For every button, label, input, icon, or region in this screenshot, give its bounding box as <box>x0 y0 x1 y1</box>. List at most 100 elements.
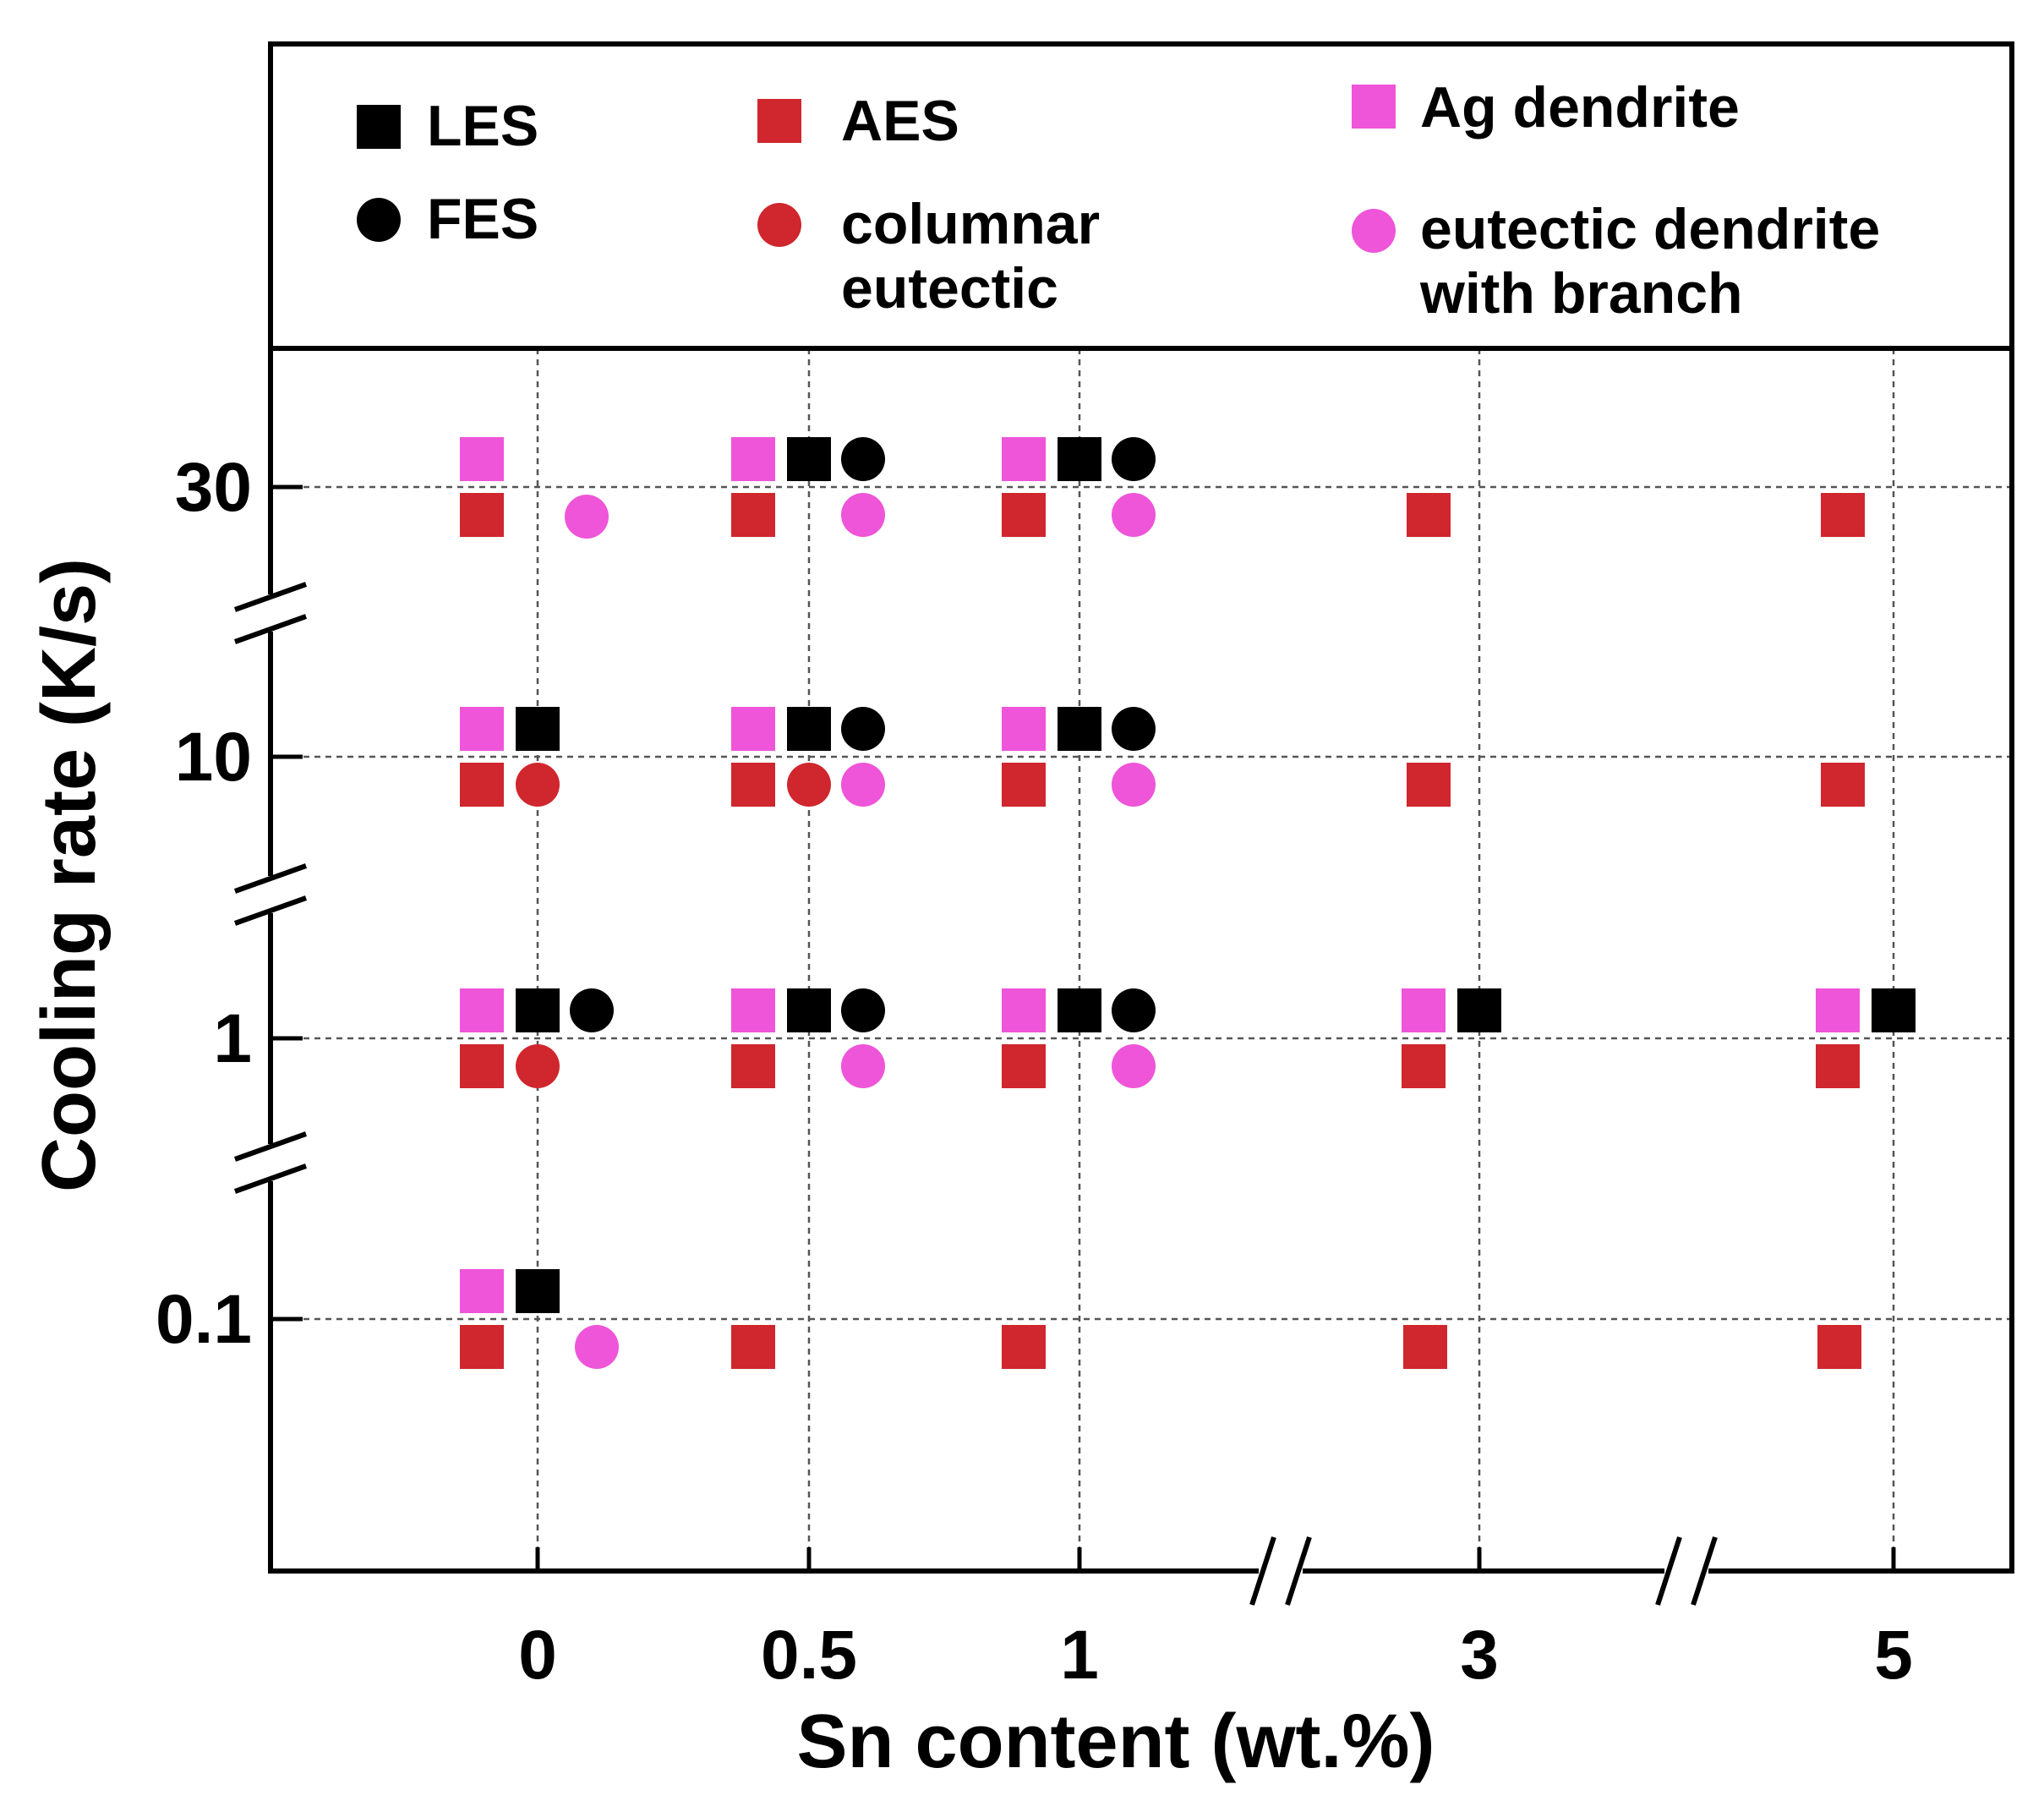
legend-marker-aes <box>757 99 801 143</box>
x-tick-label-0: 0 <box>518 1617 557 1694</box>
legend-marker-fes <box>357 198 401 242</box>
x-axis-break-2 <box>1655 1536 1718 1606</box>
marker-aes-sn-0-5-rate-10 <box>731 763 775 807</box>
marker-fes-sn-0-5-rate-1 <box>841 988 885 1032</box>
legend-label-les-1: LES <box>427 94 538 158</box>
legend-entry-les: LES <box>357 94 538 158</box>
marker-ag-dendrite-sn-3-rate-1 <box>1402 988 1446 1032</box>
cell-sn-0-rate-10 <box>460 707 560 807</box>
y-tick-label-10: 10 <box>175 719 252 796</box>
marker-aes-sn-3-rate-10 <box>1407 763 1451 807</box>
marker-ag-dendrite-sn-0-rate-10 <box>460 707 504 751</box>
cell-sn-0-5-rate-10 <box>731 707 885 807</box>
marker-aes-sn-5-rate-30 <box>1821 493 1865 537</box>
y-axis-title: Cooling rate (K/s) <box>27 558 112 1192</box>
marker-eutectic-dendrite-with-branch-sn-0-rate-0-1 <box>575 1325 619 1369</box>
cell-sn-1-rate-30 <box>1002 437 1156 537</box>
cell-sn-3-rate-0-1 <box>1403 1325 1447 1369</box>
marker-aes-sn-1-rate-1 <box>1002 1044 1046 1088</box>
marker-fes-sn-1-rate-30 <box>1112 437 1156 481</box>
axis-labels: Sn content (wt.%) Cooling rate (K/s) 0 0.… <box>27 449 1913 1784</box>
legend-label-columnar-eutectic-1: columnar <box>841 192 1100 256</box>
x-axis-break-1 <box>1249 1536 1312 1606</box>
legend-marker-les <box>357 105 401 149</box>
legend-label-eutectic-dendrite-with-branch-2: with branch <box>1419 261 1743 326</box>
marker-columnar-eutectic-sn-0-5-rate-10 <box>787 763 831 807</box>
x-axis-title: Sn content (wt.%) <box>797 1700 1435 1784</box>
marker-les-sn-0-rate-1 <box>516 988 560 1032</box>
marker-eutectic-dendrite-with-branch-sn-0-rate-30 <box>565 495 609 539</box>
marker-fes-sn-0-5-rate-10 <box>841 707 885 751</box>
marker-eutectic-dendrite-with-branch-sn-1-rate-1 <box>1112 1044 1156 1088</box>
marker-aes-sn-0-5-rate-0-1 <box>731 1325 775 1369</box>
grid-layer <box>271 348 2012 1571</box>
marker-fes-sn-1-rate-10 <box>1112 707 1156 751</box>
cell-sn-5-rate-30 <box>1821 493 1865 537</box>
marker-aes-sn-1-rate-30 <box>1002 493 1046 537</box>
marker-eutectic-dendrite-with-branch-sn-0-5-rate-10 <box>841 763 885 807</box>
cell-sn-1-rate-10 <box>1002 707 1156 807</box>
marker-aes-sn-5-rate-1 <box>1816 1044 1860 1088</box>
marker-ag-dendrite-sn-0-rate-1 <box>460 988 504 1032</box>
marker-les-sn-0-5-rate-10 <box>787 707 831 751</box>
marker-les-sn-1-rate-30 <box>1058 437 1101 481</box>
marker-columnar-eutectic-sn-0-rate-10 <box>516 763 560 807</box>
cell-sn-1-rate-0-1 <box>1002 1325 1046 1369</box>
cell-sn-0-5-rate-0-1 <box>731 1325 775 1369</box>
marker-aes-sn-0-5-rate-1 <box>731 1044 775 1088</box>
marker-les-sn-1-rate-1 <box>1058 988 1101 1032</box>
cell-sn-5-rate-0-1 <box>1817 1325 1861 1369</box>
y-axis-break-2 <box>233 863 308 926</box>
marker-les-sn-0-5-rate-1 <box>787 988 831 1032</box>
plot-frame <box>233 41 2014 1606</box>
marker-aes-sn-1-rate-0-1 <box>1002 1325 1046 1369</box>
marker-eutectic-dendrite-with-branch-sn-1-rate-10 <box>1112 763 1156 807</box>
marker-les-sn-0-5-rate-30 <box>787 437 831 481</box>
marker-aes-sn-0-rate-30 <box>460 493 504 537</box>
y-tick-label-30: 30 <box>175 449 252 526</box>
y-tick-label-1: 1 <box>213 1000 252 1077</box>
y-tick-label-0-1: 0.1 <box>156 1281 252 1358</box>
marker-aes-sn-5-rate-0-1 <box>1817 1325 1861 1369</box>
x-tick-label-1: 1 <box>1060 1617 1099 1694</box>
marker-aes-sn-3-rate-1 <box>1402 1044 1446 1088</box>
marker-ag-dendrite-sn-0-rate-30 <box>460 437 504 481</box>
plot-border <box>268 41 2014 1574</box>
marker-ag-dendrite-sn-1-rate-10 <box>1002 707 1046 751</box>
marker-les-sn-0-rate-0-1 <box>516 1269 560 1313</box>
marker-eutectic-dendrite-with-branch-sn-0-5-rate-1 <box>841 1044 885 1088</box>
cell-sn-0-rate-30 <box>460 437 609 539</box>
marker-aes-sn-3-rate-30 <box>1407 493 1451 537</box>
marker-columnar-eutectic-sn-0-rate-1 <box>516 1044 560 1088</box>
y-axis-break-3 <box>233 582 308 644</box>
marker-les-sn-5-rate-1 <box>1872 988 1916 1032</box>
marker-aes-sn-0-5-rate-30 <box>731 493 775 537</box>
marker-eutectic-dendrite-with-branch-sn-0-5-rate-30 <box>841 493 885 537</box>
cell-sn-0-rate-1 <box>460 988 614 1088</box>
legend-entry-fes: FES <box>357 187 538 251</box>
cell-sn-0-rate-0-1 <box>460 1269 619 1369</box>
legend-marker-ag-dendrite <box>1352 85 1396 129</box>
legend-label-columnar-eutectic-2: eutectic <box>841 256 1058 320</box>
legend-entry-aes: AES <box>757 89 959 153</box>
marker-les-sn-3-rate-1 <box>1457 988 1501 1032</box>
marker-ag-dendrite-sn-0-5-rate-30 <box>731 437 775 481</box>
legend-marker-columnar-eutectic <box>757 203 801 247</box>
marker-fes-sn-0-5-rate-30 <box>841 437 885 481</box>
cell-sn-3-rate-30 <box>1407 493 1451 537</box>
x-tick-label-5: 5 <box>1874 1617 1913 1694</box>
cell-sn-1-rate-1 <box>1002 988 1156 1088</box>
marker-eutectic-dendrite-with-branch-sn-1-rate-30 <box>1112 493 1156 537</box>
cell-sn-3-rate-10 <box>1407 763 1451 807</box>
marker-ag-dendrite-sn-0-5-rate-10 <box>731 707 775 751</box>
marker-ag-dendrite-sn-1-rate-30 <box>1002 437 1046 481</box>
cell-sn-0-5-rate-30 <box>731 437 885 537</box>
legend-label-eutectic-dendrite-with-branch-1: eutectic dendrite <box>1420 197 1880 261</box>
x-tick-label-3: 3 <box>1460 1617 1499 1694</box>
marker-aes-sn-0-rate-10 <box>460 763 504 807</box>
marker-les-sn-1-rate-10 <box>1058 707 1101 751</box>
